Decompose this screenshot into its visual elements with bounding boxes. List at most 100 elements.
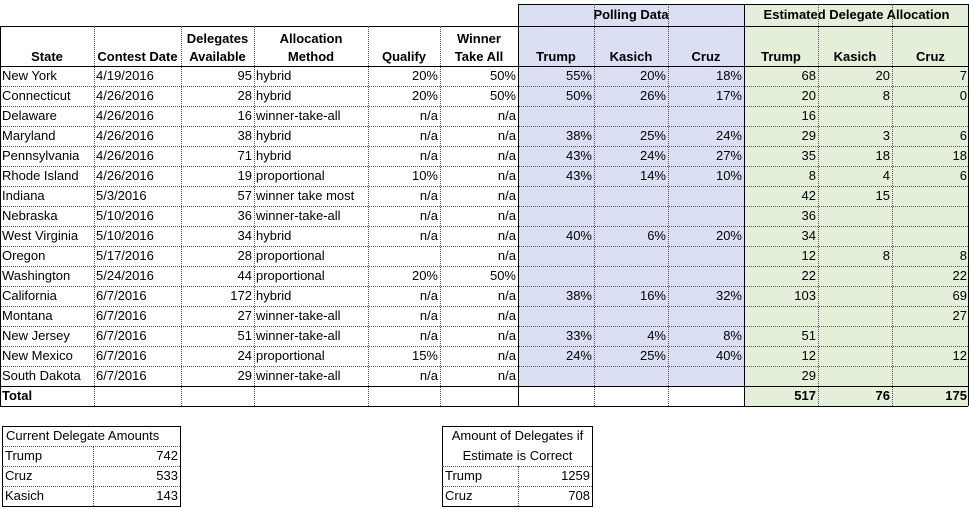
table-cell[interactable]: 12 xyxy=(952,348,967,363)
table-cell[interactable]: 35 xyxy=(801,148,816,163)
table-cell[interactable]: 17% xyxy=(715,88,742,103)
table-cell[interactable]: 8 xyxy=(959,248,967,263)
table-cell[interactable]: 5/10/2016 xyxy=(96,228,154,243)
table-cell[interactable] xyxy=(668,266,744,286)
table-cell[interactable] xyxy=(594,366,668,386)
table-cell[interactable]: 38% xyxy=(565,128,592,143)
table-cell[interactable] xyxy=(668,106,744,126)
table-cell[interactable] xyxy=(668,366,744,386)
table-cell[interactable]: 51 xyxy=(801,328,816,343)
table-cell[interactable]: 55% xyxy=(565,68,592,83)
table-cell[interactable]: 15 xyxy=(875,188,890,203)
table-cell[interactable]: 22 xyxy=(952,268,967,283)
table-cell[interactable]: 50% xyxy=(565,88,592,103)
table-cell[interactable]: n/a xyxy=(419,148,438,163)
table-cell[interactable]: 36 xyxy=(237,208,252,223)
table-cell[interactable]: winner-take-all xyxy=(256,328,341,343)
table-cell[interactable]: 33% xyxy=(565,328,592,343)
table-cell[interactable]: 68 xyxy=(801,68,816,83)
table-cell[interactable]: 8 xyxy=(882,88,890,103)
table-cell[interactable]: 38% xyxy=(565,288,592,303)
table-cell[interactable]: 4/26/2016 xyxy=(96,168,154,183)
table-cell[interactable]: n/a xyxy=(419,228,438,243)
table-cell[interactable]: New Mexico xyxy=(2,348,73,363)
table-cell[interactable]: hybrid xyxy=(256,68,292,83)
table-cell[interactable]: 8% xyxy=(723,328,742,343)
table-cell[interactable]: hybrid xyxy=(256,288,292,303)
table-cell[interactable]: 29 xyxy=(801,368,816,383)
table-cell[interactable]: 4/26/2016 xyxy=(96,88,154,103)
table-cell[interactable]: 57 xyxy=(237,188,252,203)
table-cell[interactable]: 28 xyxy=(237,88,252,103)
table-cell[interactable]: 51 xyxy=(237,328,252,343)
table-cell[interactable]: 29 xyxy=(801,128,816,143)
table-cell[interactable]: 95 xyxy=(237,68,252,83)
table-cell[interactable]: 15% xyxy=(411,348,438,363)
table-cell[interactable]: 50% xyxy=(489,68,516,83)
table-cell[interactable]: 36 xyxy=(801,208,816,223)
table-cell[interactable]: 6/7/2016 xyxy=(96,368,147,383)
table-cell[interactable]: 8 xyxy=(808,168,816,183)
table-cell[interactable] xyxy=(518,306,594,326)
table-cell[interactable]: n/a xyxy=(497,128,516,143)
table-cell[interactable]: New York xyxy=(2,68,57,83)
table-cell[interactable]: 7 xyxy=(959,68,967,83)
table-cell[interactable] xyxy=(892,206,969,226)
table-cell[interactable] xyxy=(892,366,969,386)
table-cell[interactable]: Pennsylvania xyxy=(2,148,80,163)
table-cell[interactable]: proportional xyxy=(256,348,325,363)
table-cell[interactable] xyxy=(518,206,594,226)
table-cell[interactable]: n/a xyxy=(419,308,438,323)
table-cell[interactable] xyxy=(668,186,744,206)
table-cell[interactable] xyxy=(892,186,969,206)
table-cell[interactable]: 6 xyxy=(959,168,967,183)
table-cell[interactable]: 29 xyxy=(237,368,252,383)
table-cell[interactable]: n/a xyxy=(497,148,516,163)
table-cell[interactable]: hybrid xyxy=(256,128,292,143)
table-cell[interactable] xyxy=(668,206,744,226)
table-cell[interactable]: 43% xyxy=(565,148,592,163)
table-cell[interactable]: hybrid xyxy=(256,228,292,243)
table-cell[interactable]: 5/3/2016 xyxy=(96,188,147,203)
table-cell[interactable]: 27 xyxy=(237,308,252,323)
table-cell[interactable] xyxy=(818,106,892,126)
table-cell[interactable]: hybrid xyxy=(256,148,292,163)
table-cell[interactable]: n/a xyxy=(497,288,516,303)
table-cell[interactable]: n/a xyxy=(419,188,438,203)
table-cell[interactable] xyxy=(518,366,594,386)
table-cell[interactable] xyxy=(818,306,892,326)
table-cell[interactable]: 24% xyxy=(715,128,742,143)
table-cell[interactable] xyxy=(518,246,594,266)
table-cell[interactable]: 6/7/2016 xyxy=(96,288,147,303)
table-cell[interactable]: winner take most xyxy=(256,188,355,203)
table-cell[interactable]: 172 xyxy=(230,288,252,303)
table-cell[interactable]: n/a xyxy=(419,128,438,143)
table-cell[interactable]: Washington xyxy=(2,268,71,283)
table-cell[interactable]: n/a xyxy=(497,228,516,243)
table-cell[interactable]: 19 xyxy=(237,168,252,183)
table-cell[interactable]: 18% xyxy=(715,68,742,83)
table-cell[interactable]: Connecticut xyxy=(2,88,71,103)
table-cell[interactable]: 16% xyxy=(639,288,666,303)
table-cell[interactable]: 25% xyxy=(639,128,666,143)
table-cell[interactable]: 20% xyxy=(411,268,438,283)
table-cell[interactable] xyxy=(518,186,594,206)
table-cell[interactable] xyxy=(744,306,818,326)
table-cell[interactable]: 12 xyxy=(801,348,816,363)
table-cell[interactable]: 24% xyxy=(565,348,592,363)
table-cell[interactable]: 14% xyxy=(639,168,666,183)
table-cell[interactable]: 26% xyxy=(639,88,666,103)
table-cell[interactable] xyxy=(818,226,892,246)
table-cell[interactable]: 6/7/2016 xyxy=(96,328,147,343)
table-cell[interactable]: 5/10/2016 xyxy=(96,208,154,223)
table-cell[interactable] xyxy=(594,306,668,326)
table-cell[interactable]: n/a xyxy=(419,288,438,303)
table-cell[interactable]: Oregon xyxy=(2,248,46,263)
table-cell[interactable]: 8 xyxy=(882,248,890,263)
table-cell[interactable]: 6/7/2016 xyxy=(96,308,147,323)
table-cell[interactable]: n/a xyxy=(497,348,516,363)
table-cell[interactable]: 20% xyxy=(411,88,438,103)
table-cell[interactable]: 20% xyxy=(715,228,742,243)
table-cell[interactable]: 4% xyxy=(647,328,666,343)
table-cell[interactable]: 4/26/2016 xyxy=(96,148,154,163)
